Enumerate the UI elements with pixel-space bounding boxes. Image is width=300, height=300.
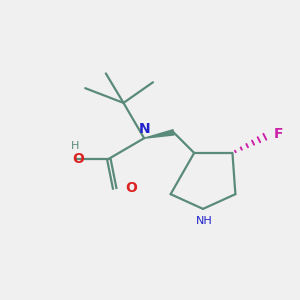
- Polygon shape: [144, 130, 174, 138]
- Text: F: F: [274, 127, 283, 141]
- Text: N: N: [139, 122, 151, 136]
- Text: O: O: [125, 181, 137, 195]
- Text: H: H: [71, 142, 79, 152]
- Text: O: O: [72, 152, 84, 166]
- Text: NH: NH: [196, 216, 213, 226]
